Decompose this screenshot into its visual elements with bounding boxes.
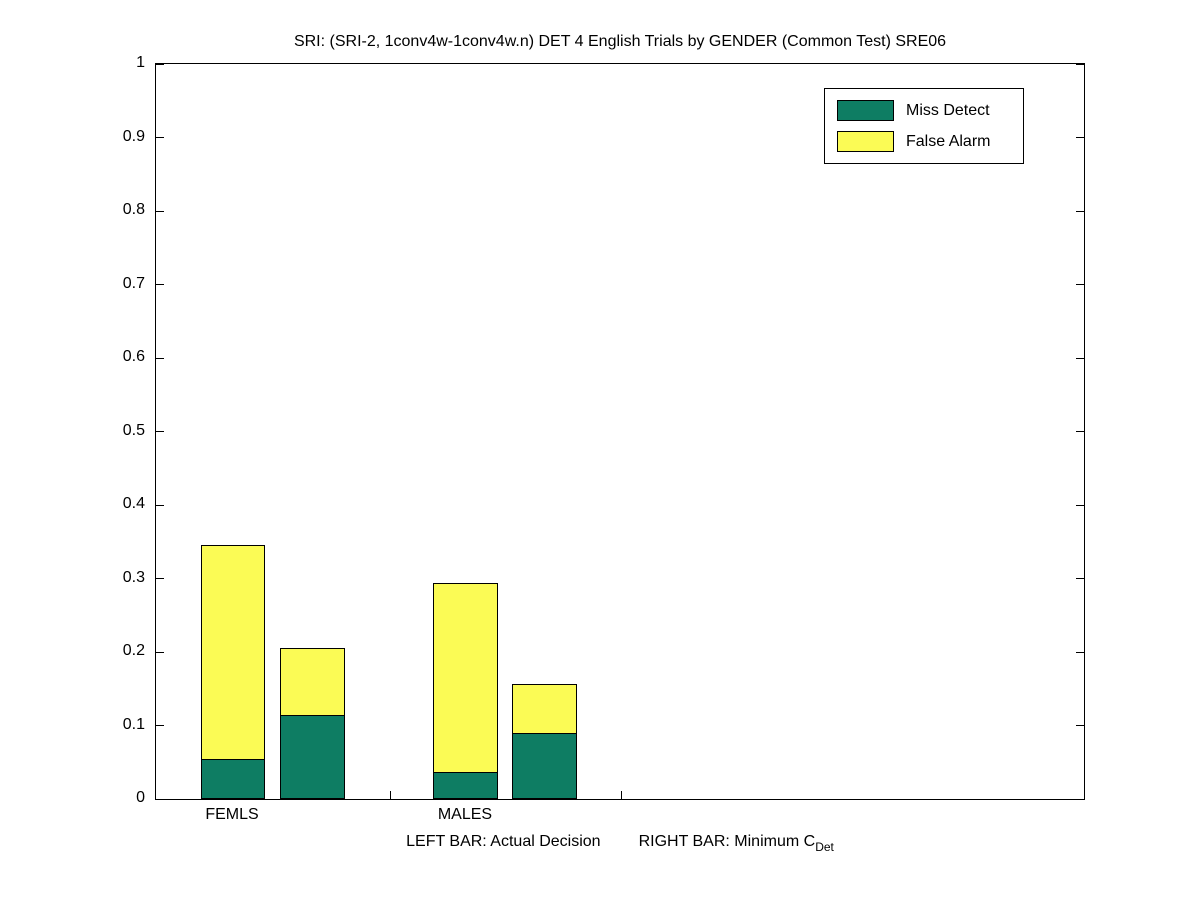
footnote-left-bar: LEFT BAR: Actual Decision (406, 833, 601, 850)
y-tick-mark-right (1076, 651, 1084, 653)
bar-segment-false-alarm (280, 647, 346, 717)
y-tick-label: 1 (136, 54, 145, 71)
legend-item-false-alarm: False Alarm (825, 126, 1023, 157)
x-category-label: FEMLS (205, 806, 259, 823)
y-tick-mark (156, 63, 164, 65)
chart-title: SRI: (SRI-2, 1conv4w-1conv4w.n) DET 4 En… (293, 33, 947, 50)
y-tick-mark (156, 284, 164, 285)
y-tick-mark-right (1076, 725, 1084, 726)
y-tick-mark-right (1076, 210, 1084, 212)
y-tick-mark (156, 725, 164, 726)
bar-segment-miss-detect (512, 732, 578, 799)
y-tick-mark (156, 210, 164, 212)
y-tick-mark (156, 504, 164, 506)
legend-item-miss-detect: Miss Detect (825, 95, 1023, 126)
bar-segment-miss-detect (200, 759, 266, 799)
x-tick-mark (390, 791, 392, 799)
y-tick-mark (156, 578, 164, 579)
y-tick-mark-right (1076, 284, 1084, 285)
y-tick-label: 0.7 (122, 274, 145, 292)
y-tick-mark-right (1076, 578, 1084, 579)
y-tick-mark-right (1076, 63, 1084, 65)
legend-swatch-miss-detect (837, 100, 894, 121)
y-tick-label: 0.6 (122, 348, 145, 365)
bar-segment-miss-detect (280, 715, 346, 799)
y-tick-label: 0.8 (122, 201, 145, 218)
bar-segment-false-alarm (433, 582, 499, 773)
footnote-subscript: Det (815, 840, 834, 854)
y-tick-mark (156, 357, 164, 359)
bar-segment-miss-detect (433, 771, 499, 799)
y-tick-label: 0 (136, 789, 145, 806)
y-tick-label: 0.3 (122, 568, 145, 586)
y-tick-mark-right (1076, 357, 1084, 359)
bar-segment-false-alarm (512, 683, 578, 734)
legend-swatch-false-alarm (837, 131, 894, 152)
legend-label-miss-detect: Miss Detect (906, 101, 990, 119)
y-tick-label: 0.2 (122, 642, 145, 659)
y-tick-mark (156, 651, 164, 653)
y-tick-mark-right (1076, 431, 1084, 432)
y-tick-mark-right (1076, 798, 1084, 800)
legend: Miss Detect False Alarm (824, 88, 1024, 164)
y-tick-label: 0.9 (122, 127, 145, 145)
plot-area: Miss Detect False Alarm (155, 63, 1085, 800)
y-tick-label: 0.5 (122, 421, 145, 439)
x-tick-mark (621, 791, 623, 799)
y-tick-mark-right (1076, 137, 1084, 138)
axis-footnote: LEFT BAR: Actual Decision RIGHT BAR: Mini… (155, 833, 1085, 854)
y-tick-mark-right (1076, 504, 1084, 506)
legend-label-false-alarm: False Alarm (906, 132, 991, 150)
y-tick-label: 0.1 (122, 715, 145, 733)
bar-segment-false-alarm (200, 544, 266, 761)
y-tick-mark (156, 431, 164, 432)
y-tick-label: 0.4 (122, 495, 145, 512)
x-category-label: MALES (437, 806, 493, 823)
y-tick-mark (156, 137, 164, 138)
y-tick-mark (156, 798, 164, 800)
footnote-right-bar: RIGHT BAR: Minimum C (638, 833, 816, 850)
